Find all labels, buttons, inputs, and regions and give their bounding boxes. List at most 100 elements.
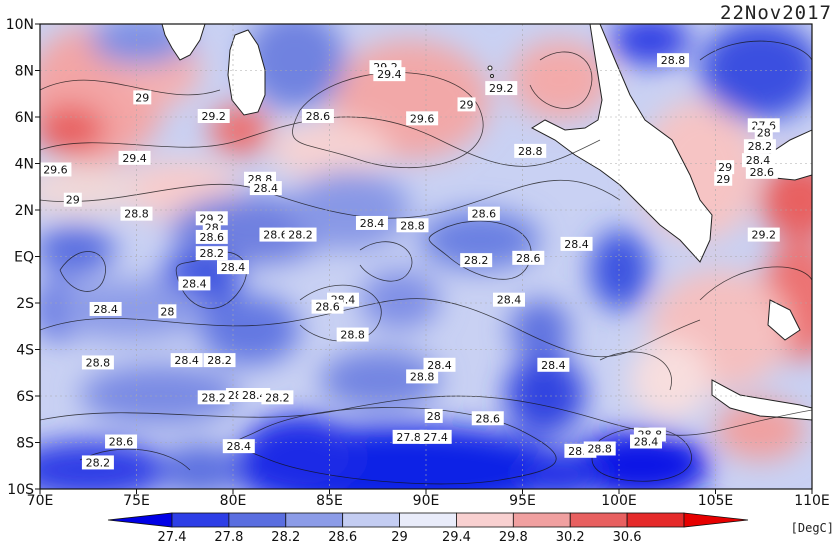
contour-label: 29 [716,160,735,175]
svg-text:27.4: 27.4 [423,431,448,444]
contour-label: 28.2 [460,253,493,268]
svg-text:28.2: 28.2 [288,229,313,242]
colorbar-level-label: 27.4 [158,530,187,544]
contour-label: 28 [424,408,443,423]
colorbar-over-triangle [683,512,749,528]
svg-text:29: 29 [135,91,149,104]
contour-label: 29.2 [747,227,780,242]
contour-label: 28.2 [81,455,114,470]
svg-text:28.8: 28.8 [86,356,111,369]
svg-text:28.6: 28.6 [315,301,340,314]
contour-label: 28.4 [222,439,255,454]
lat-tick-label: 4S [16,343,34,359]
contour-label: 28.4 [89,301,122,316]
svg-text:28.6: 28.6 [200,231,225,244]
contour-label: 28.2 [203,353,236,368]
svg-text:28.2: 28.2 [200,247,225,260]
svg-text:28.6: 28.6 [306,110,331,123]
contour-label: 28.4 [560,236,593,251]
colorbar-swatch [228,512,287,528]
lat-tick-label: 6N [15,110,34,126]
svg-text:28.6: 28.6 [750,166,775,179]
contour-label: 28.6 [471,411,504,426]
colorbar-level-label: 27.8 [214,530,243,544]
svg-text:29: 29 [716,173,730,186]
svg-text:28.8: 28.8 [518,145,543,158]
contour-label: 29.2 [197,109,230,123]
contour-label: 28.2 [195,246,228,261]
svg-text:28.6: 28.6 [109,436,134,449]
svg-text:28.8: 28.8 [340,329,365,342]
contour-label: 28.2 [261,390,294,405]
contour-label: 28.6 [512,250,545,265]
svg-text:28.4: 28.4 [254,182,279,195]
contour-label: 28.4 [630,434,663,449]
svg-text:28.6: 28.6 [476,412,501,425]
contour-label: 28.2 [197,390,230,405]
lon-tick-label: 100E [601,493,637,509]
unit-label: [DegC] [790,521,834,535]
contour-label: 28.4 [355,215,388,230]
contour-label: 28.4 [492,292,525,307]
contour-label: 28.6 [301,109,334,123]
contour-label: 28.6 [195,229,228,244]
lon-tick-label: 85E [316,493,343,509]
longitude-axis: 70E 75E 80E 85E 90E 95E 100E 105E 110E [27,489,830,509]
colorbar-swatch [171,512,230,528]
svg-text:28.8: 28.8 [410,370,435,383]
svg-text:28: 28 [427,410,441,423]
contour-label: 28.8 [120,206,153,221]
colorbar-level-label: 29 [391,530,408,544]
contour-label: 28.4 [178,276,211,291]
contour-label: 28.4 [249,181,282,196]
lat-tick-label: 6S [16,389,34,405]
contour-label: 28.8 [514,143,547,158]
colorbar-level-label: 29.4 [442,530,471,544]
contour-label: 27.8 [392,429,425,444]
map-date: 22Nov2017 [720,2,832,24]
contour-label: 28.4 [217,260,249,275]
lon-tick-label: 90E [413,493,440,509]
contour-label: 28.8 [396,218,429,233]
svg-text:28.4: 28.4 [227,440,252,453]
colorbar-level-label: 28.2 [271,530,300,544]
svg-text:29.4: 29.4 [122,152,147,165]
land-masses [161,24,812,421]
svg-text:28.4: 28.4 [242,389,267,402]
contour-label: 29 [714,171,733,186]
contour-label: 28.2 [743,139,776,154]
lat-tick-label: 2N [15,203,34,219]
contour-label: 28.6 [259,227,292,242]
contour-label: 29 [63,192,82,207]
colorbar-level-label: 30.6 [613,530,642,544]
svg-text:29.6: 29.6 [43,163,68,176]
colorbar-level-label: 29.8 [499,530,528,544]
colorbar-level-label: 30.2 [556,530,585,544]
svg-text:28.4: 28.4 [427,359,452,372]
svg-text:28.4: 28.4 [634,436,659,449]
contour-label: 28.2 [284,227,317,242]
colorbar-swatch [342,512,400,528]
colorbar-swatch [285,512,344,528]
svg-text:28.2: 28.2 [748,140,773,153]
svg-text:28: 28 [757,126,771,139]
contour-label: 28.8 [406,369,439,384]
svg-text:29.2: 29.2 [752,229,777,242]
contour-label: 28.8 [657,53,690,68]
lat-tick-label: 2S [16,296,34,312]
svg-text:28.4: 28.4 [174,354,199,367]
svg-text:28.8: 28.8 [587,442,612,455]
svg-text:28.8: 28.8 [400,219,425,232]
svg-text:28.6: 28.6 [516,252,541,265]
svg-text:29.2: 29.2 [489,82,514,95]
lon-tick-label: 75E [123,493,150,509]
lat-tick-label: 4N [15,157,34,173]
contour-label: 28.8 [336,327,369,342]
svg-text:28.4: 28.4 [564,238,589,251]
svg-text:27.8: 27.8 [396,431,421,444]
latitude-axis: 10N 8N 6N 4N 2N EQ 2S 4S 6S 8S 10S [6,17,40,498]
svg-text:28.4: 28.4 [182,277,207,290]
